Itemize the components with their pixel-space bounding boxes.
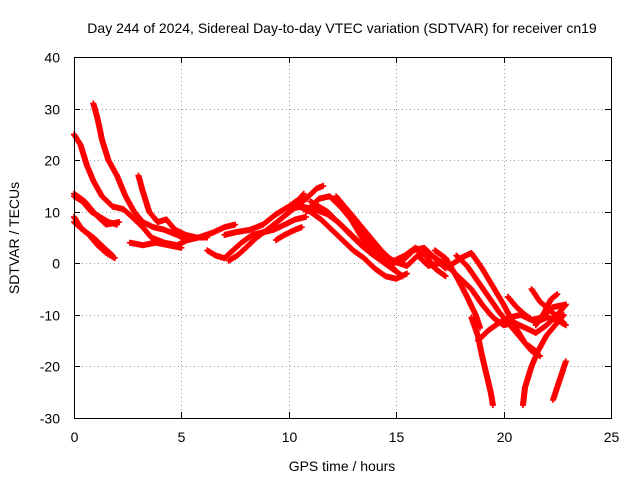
- y-tick-label: -30: [40, 411, 60, 427]
- y-axis-label: SDTVAR / TECUs: [6, 182, 22, 294]
- chart-title: Day 244 of 2024, Sidereal Day-to-day VTE…: [87, 20, 597, 36]
- y-tick-label: 10: [44, 205, 60, 221]
- data-point: [562, 358, 569, 365]
- data-point: [554, 291, 561, 298]
- series-track: [431, 247, 483, 331]
- series-track: [126, 239, 185, 251]
- y-tick-label: -10: [40, 308, 60, 324]
- series-track: [468, 314, 496, 409]
- x-tick-label: 15: [389, 429, 405, 445]
- series-track: [71, 219, 116, 259]
- data-point: [298, 224, 305, 231]
- x-tick-label: 0: [71, 429, 79, 445]
- data-layer: [71, 100, 569, 409]
- data-point: [300, 190, 307, 197]
- series-track: [453, 252, 544, 360]
- data-point: [393, 268, 400, 274]
- data-point: [442, 273, 449, 280]
- data-point: [320, 182, 327, 189]
- y-tick-label: -20: [40, 359, 60, 375]
- data-point: [560, 311, 567, 318]
- x-tick-label: 10: [282, 429, 298, 445]
- y-tick-label: 30: [44, 102, 60, 118]
- data-point: [403, 270, 410, 277]
- series-track: [135, 172, 200, 241]
- x-tick-label: 20: [497, 429, 513, 445]
- tick-layer: 0 5 10 15 20 25 -30 -20 -10 0 10 20 30 40: [40, 50, 620, 446]
- data-point: [178, 244, 185, 251]
- plot-frame: [74, 57, 612, 419]
- data-point: [562, 301, 569, 308]
- data-point: [560, 319, 567, 326]
- data-point: [303, 213, 309, 220]
- y-tick-label: 40: [44, 50, 60, 66]
- series-track: [550, 358, 569, 403]
- data-point: [489, 402, 496, 409]
- series-track: [414, 252, 569, 336]
- series-track: [296, 203, 410, 282]
- data-point: [232, 221, 239, 228]
- series-track: [71, 190, 123, 228]
- y-tick-label: 20: [44, 153, 60, 169]
- series-track: [345, 208, 539, 354]
- series-track: [204, 213, 309, 262]
- series-track: [532, 291, 561, 329]
- x-axis-label: GPS time / hours: [289, 458, 396, 474]
- series-track: [90, 100, 239, 244]
- series-track: [225, 182, 327, 264]
- data-point: [116, 219, 123, 225]
- x-tick-label: 5: [178, 429, 186, 445]
- data-point: [109, 252, 116, 259]
- series-track: [272, 224, 305, 244]
- x-tick-label: 25: [604, 429, 620, 445]
- data-point: [193, 234, 200, 241]
- y-tick-label: 0: [52, 256, 60, 272]
